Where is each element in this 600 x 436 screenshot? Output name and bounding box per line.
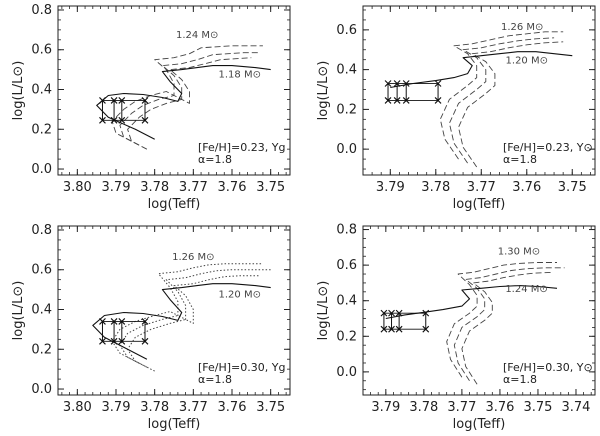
y-axis-label: log(L/L⊙) (316, 61, 331, 121)
x-tick-label: 3.78 (140, 400, 169, 415)
x-tick-label: 3.77 (179, 400, 208, 415)
plot-frame (57, 5, 291, 176)
metallicity-annotation: [Fe/H]=0.23, Yg (198, 141, 285, 154)
plot-frame (362, 5, 596, 176)
metallicity-annotation: [Fe/H]=0.30, Yg (198, 361, 285, 374)
evolutionary-track-dotted (127, 275, 260, 372)
hr-diagram-panel: 3.80 3.79 3.78 3.77 3.76 3.75 0.0 0.2 0.4 0.6 0.8 l… (11, 3, 291, 212)
evolutionary-track-dashed (461, 271, 554, 385)
y-tick-label: 0.0 (31, 162, 52, 177)
y-tick-label: 0.2 (31, 122, 52, 137)
x-tick-label: 3.79 (371, 400, 400, 415)
x-tick-label: 3.77 (179, 180, 208, 195)
metallicity-annotation: [Fe/H]=0.23, Y⊙ (503, 141, 593, 154)
x-tick-label: 3.79 (102, 180, 131, 195)
mass-label: 1.20 M⊙ (219, 290, 261, 301)
mixing-length-annotation: α=1.8 (503, 373, 537, 386)
y-tick-label: 0.6 (336, 258, 357, 273)
x-tick-label: 3.76 (218, 180, 247, 195)
track-marker-cross (380, 309, 388, 317)
evolutionary-track-solid (96, 65, 271, 140)
evolutionary-track-dotted (119, 269, 271, 368)
mass-label: 1.26 M⊙ (172, 252, 214, 263)
x-tick-label: 3.77 (447, 400, 476, 415)
y-tick-label: 0.8 (31, 223, 52, 238)
plot-frame (57, 225, 291, 396)
y-tick-label: 0.6 (336, 23, 357, 38)
y-tick-label: 0.6 (31, 43, 52, 58)
evolutionary-track-dashed (119, 52, 260, 146)
y-axis-label: log(L/L⊙) (316, 281, 331, 341)
plot-frame (362, 225, 596, 396)
x-tick-label: 3.78 (409, 400, 438, 415)
evolutionary-track-dashed (127, 57, 252, 150)
x-tick-label: 3.79 (376, 180, 405, 195)
metallicity-annotation: [Fe/H]=0.30, Y⊙ (503, 361, 593, 374)
x-axis-label: log(Teff) (148, 417, 201, 432)
mixing-length-annotation: α=1.8 (198, 153, 232, 166)
mass-label: 1.26 M⊙ (501, 22, 543, 33)
mass-label: 1.30 M⊙ (498, 246, 540, 257)
evolutionary-track-dashed (446, 262, 557, 378)
x-tick-label: 3.79 (102, 400, 131, 415)
track-marker-cross (434, 97, 442, 104)
y-tick-label: 0.2 (31, 342, 52, 357)
mixing-length-annotation: α=1.8 (198, 373, 232, 386)
y-tick-label: 0.2 (336, 329, 357, 344)
y-tick-label: 0.8 (31, 3, 52, 18)
y-tick-label: 0.0 (31, 382, 52, 397)
mass-label: 1.20 M⊙ (506, 56, 548, 67)
x-tick-label: 3.75 (558, 180, 587, 195)
mixing-length-annotation: α=1.8 (503, 153, 537, 166)
x-tick-label: 3.78 (421, 180, 450, 195)
y-tick-label: 0.0 (336, 142, 357, 157)
series-group (380, 262, 565, 385)
x-tick-label: 3.74 (562, 400, 591, 415)
evolutionary-track-solid (92, 283, 271, 360)
mass-label: 1.24 M⊙ (176, 30, 218, 41)
y-tick-label: 0.2 (336, 102, 357, 117)
x-tick-label: 3.75 (256, 400, 285, 415)
evolutionary-track-dashed (111, 45, 263, 142)
x-tick-label: 3.80 (63, 180, 92, 195)
y-tick-label: 0.4 (31, 303, 52, 318)
track-marker-cross (434, 80, 442, 87)
mass-label: 1.18 M⊙ (219, 70, 261, 81)
hr-diagram-panel: 3.79 3.78 3.77 3.76 3.75 0.0 0.2 0.4 0.6 log(Teff… (316, 5, 596, 212)
evolutionary-track-dotted (111, 263, 263, 364)
x-tick-label: 3.76 (218, 400, 247, 415)
track-marker-cross (380, 325, 388, 333)
y-tick-label: 0.4 (336, 294, 357, 309)
y-tick-label: 0.4 (336, 63, 357, 78)
x-tick-label: 3.77 (467, 180, 496, 195)
evolutionary-track-dashed (458, 41, 564, 168)
series-group (384, 31, 573, 168)
x-tick-label: 3.78 (140, 180, 169, 195)
x-axis-label: log(Teff) (453, 417, 506, 432)
y-axis-label: log(L/L⊙) (11, 281, 26, 341)
series-group (96, 45, 271, 150)
y-tick-label: 0.8 (336, 223, 357, 238)
y-axis-label: log(L/L⊙) (11, 61, 26, 121)
x-axis-label: log(Teff) (148, 197, 201, 212)
x-tick-label: 3.75 (523, 400, 552, 415)
mass-label: 1.24 M⊙ (505, 284, 547, 295)
y-tick-label: 0.6 (31, 263, 52, 278)
x-tick-label: 3.80 (63, 400, 92, 415)
x-axis-label: log(Teff) (453, 197, 506, 212)
y-tick-label: 0.4 (31, 83, 52, 98)
x-tick-label: 3.75 (256, 180, 285, 195)
hr-diagram-panel: 3.79 3.78 3.77 3.76 3.75 3.74 0.0 0.2 0.4 0.6 0.8 l… (316, 223, 596, 432)
x-tick-label: 3.76 (512, 180, 541, 195)
series-group (92, 263, 271, 372)
y-tick-label: 0.0 (336, 365, 357, 380)
evolutionary-track-dashed (448, 37, 555, 164)
evolutionary-track-dashed (439, 31, 564, 160)
hr-diagram-panel: 3.80 3.79 3.78 3.77 3.76 3.75 0.0 0.2 0.4 0.6 0.8 l… (11, 223, 291, 432)
x-tick-label: 3.76 (485, 400, 514, 415)
